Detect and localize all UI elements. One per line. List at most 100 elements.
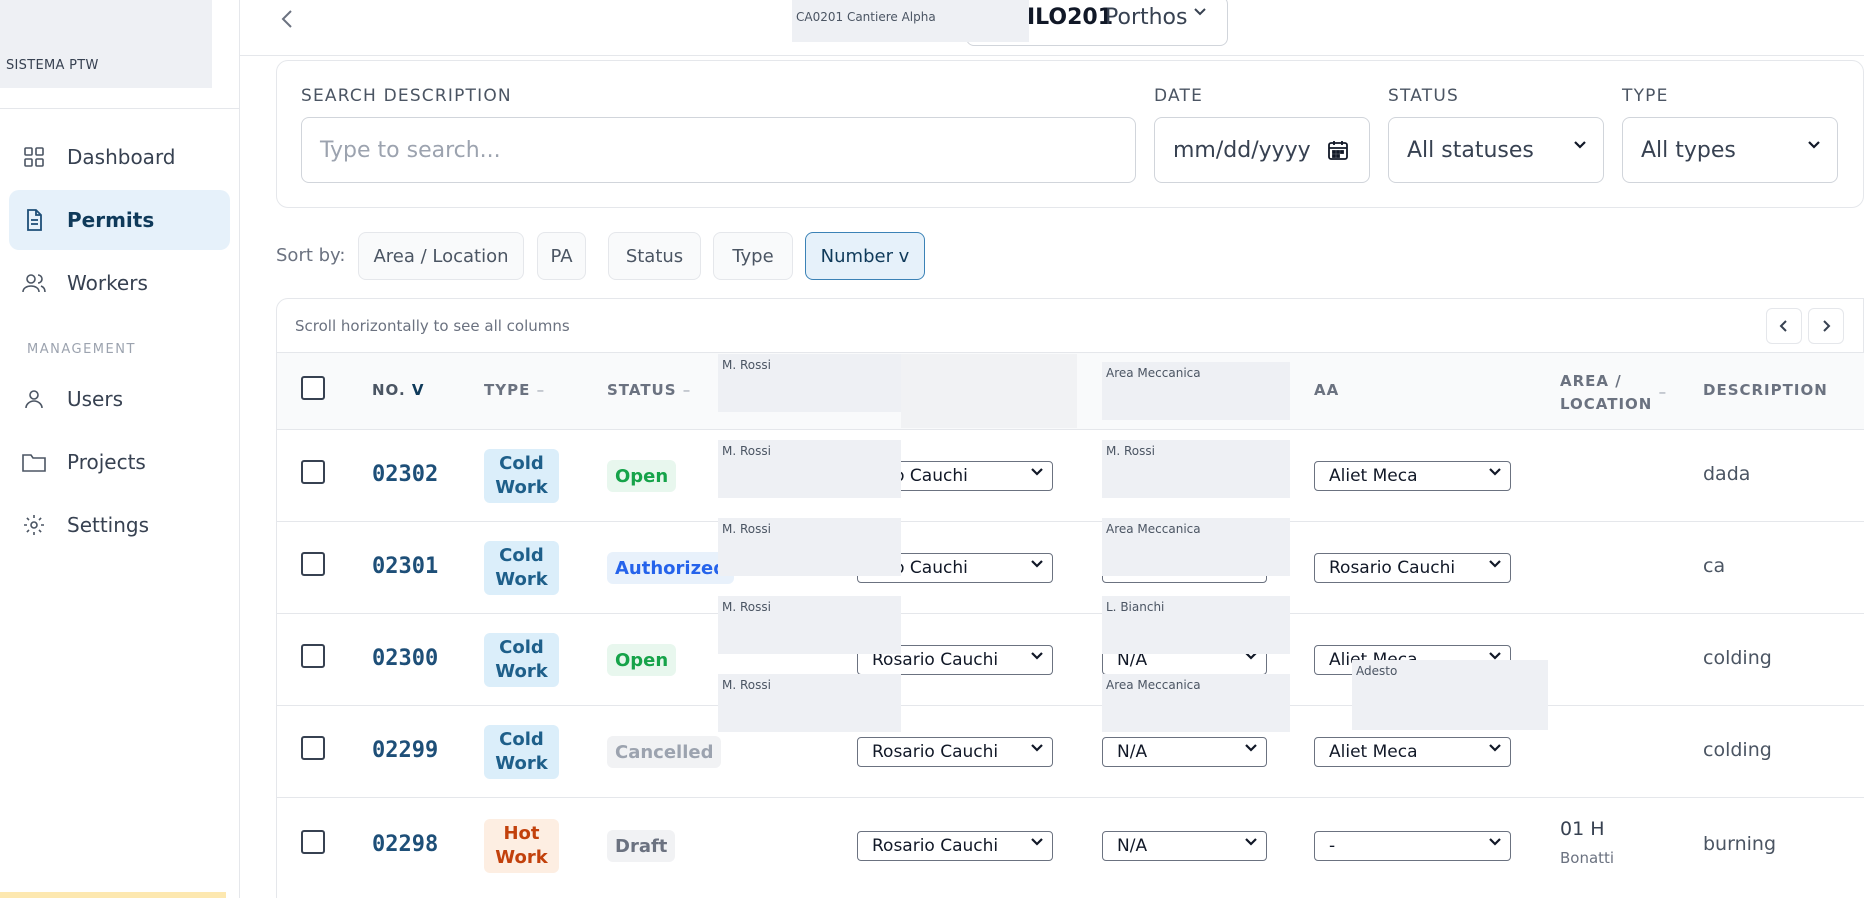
- aa-select[interactable]: Rosario Cauchi: [1314, 553, 1511, 583]
- date-field[interactable]: mm/dd/yyyy: [1154, 117, 1370, 183]
- calendar-icon[interactable]: [1327, 139, 1349, 161]
- header-type[interactable]: TYPE –: [484, 381, 545, 399]
- tooltip-overlay: M. Rossi: [1102, 440, 1290, 498]
- secondary-select-value: N/A: [1117, 650, 1148, 670]
- type-badge: Cold Work: [484, 541, 559, 595]
- status-label: STATUS: [1388, 86, 1459, 106]
- secondary-select[interactable]: N/A: [1102, 737, 1267, 767]
- row-checkbox[interactable]: [301, 736, 325, 760]
- header-status[interactable]: STATUS –: [607, 381, 691, 399]
- type-badge: Cold Work: [484, 633, 559, 687]
- sort-pa-button[interactable]: PA: [537, 232, 586, 280]
- header-area-location[interactable]: AREA / LOCATION –: [1560, 370, 1667, 416]
- status-badge: Authorized: [607, 552, 735, 584]
- secondary-select[interactable]: N/A: [1102, 831, 1267, 861]
- sort-indicator: –: [536, 381, 546, 399]
- sidebar-item-users[interactable]: Users: [9, 369, 230, 429]
- chevron-down-icon: [1030, 467, 1044, 477]
- scroll-right-button[interactable]: [1808, 308, 1844, 344]
- sidebar-item-label: Dashboard: [67, 145, 176, 169]
- type-badge: Cold Work: [484, 449, 559, 503]
- folder-icon: [21, 449, 47, 475]
- sidebar-item-permits[interactable]: Permits: [9, 190, 230, 250]
- permit-number[interactable]: 02301: [372, 554, 439, 579]
- row-checkbox[interactable]: [301, 460, 325, 484]
- aa-select[interactable]: Aliet Meca: [1314, 737, 1511, 767]
- scroll-left-button[interactable]: [1766, 308, 1802, 344]
- sidebar-item-projects[interactable]: Projects: [9, 432, 230, 492]
- search-label: SEARCH DESCRIPTION: [301, 86, 512, 106]
- permit-number[interactable]: 02302: [372, 462, 439, 487]
- tooltip-overlay: M. Rossi: [718, 596, 901, 654]
- row-checkbox[interactable]: [301, 644, 325, 668]
- area-location-cell: 01 H: [1560, 818, 1605, 840]
- users-group-icon: [21, 270, 47, 296]
- tooltip-overlay: M. Rossi: [718, 440, 901, 498]
- aa-select-value: Aliet Meca: [1329, 742, 1418, 762]
- sort-indicator: V: [411, 381, 425, 399]
- chevron-down-icon: [1030, 651, 1044, 661]
- sort-area-location-button[interactable]: Area / Location: [358, 232, 524, 280]
- pa-select-value: Rosario Cauchi: [872, 836, 999, 856]
- tooltip-overlay-shade: [901, 354, 1077, 428]
- chevron-down-icon: [1030, 559, 1044, 569]
- permit-number[interactable]: 02299: [372, 738, 439, 763]
- aa-select-value: -: [1329, 836, 1336, 856]
- description-cell: dada: [1703, 463, 1751, 485]
- status-select[interactable]: All statuses: [1388, 117, 1604, 183]
- date-value: mm/dd/yyyy: [1173, 137, 1311, 163]
- pa-select[interactable]: Rosario Cauchi: [857, 645, 1053, 675]
- project-code: ILO201: [1027, 5, 1114, 30]
- grid-icon: [21, 144, 47, 170]
- chevron-down-icon: [1488, 559, 1502, 569]
- gear-icon: [21, 512, 47, 538]
- permit-number[interactable]: 02298: [372, 832, 439, 857]
- pa-select-value: Rosario Cauchi: [872, 742, 999, 762]
- sidebar-item-workers[interactable]: Workers: [9, 253, 230, 313]
- sort-number-button[interactable]: Number v: [805, 232, 925, 280]
- header-number[interactable]: NO. V: [372, 381, 425, 399]
- type-select[interactable]: All types: [1622, 117, 1838, 183]
- tooltip-overlay: L. Bianchi: [1102, 596, 1290, 654]
- tooltip-overlay: M. Rossi: [718, 674, 901, 732]
- description-cell: ca: [1703, 555, 1726, 577]
- header-status-label: STATUS: [607, 381, 677, 399]
- type-line: Work: [495, 477, 548, 498]
- sidebar: SISTEMA PTW Dashboard Permits Workers MA…: [0, 0, 240, 898]
- sidebar-divider: [0, 108, 240, 109]
- chevron-down-icon: [1488, 837, 1502, 847]
- tooltip-overlay: M. Rossi: [718, 354, 901, 412]
- sidebar-item-label: Projects: [67, 450, 146, 474]
- pa-select-value: Rosario Cauchi: [872, 650, 999, 670]
- sidebar-item-settings[interactable]: Settings: [9, 495, 230, 555]
- header-aa: AA: [1314, 381, 1340, 399]
- description-cell: colding: [1703, 647, 1772, 669]
- chevron-down-icon: [1244, 651, 1258, 661]
- back-chevron-icon[interactable]: [276, 6, 298, 32]
- row-checkbox[interactable]: [301, 552, 325, 576]
- chevron-down-icon: [1193, 7, 1207, 17]
- sort-label: Sort by:: [276, 245, 346, 266]
- secondary-select-value: N/A: [1117, 836, 1148, 856]
- row-checkbox[interactable]: [301, 830, 325, 854]
- type-line: Work: [495, 847, 548, 868]
- aa-select[interactable]: -: [1314, 831, 1511, 861]
- sort-type-button[interactable]: Type: [713, 232, 793, 280]
- search-input[interactable]: Type to search...: [301, 117, 1136, 183]
- sort-status-button[interactable]: Status: [608, 232, 701, 280]
- header-area-line1: AREA /: [1560, 372, 1622, 390]
- type-select-value: All types: [1641, 137, 1736, 163]
- permit-number[interactable]: 02300: [372, 646, 439, 671]
- status-badge: Open: [607, 460, 677, 492]
- type-label: TYPE: [1622, 86, 1669, 106]
- brand-logo-area: SISTEMA PTW: [0, 0, 212, 88]
- pa-select[interactable]: Rosario Cauchi: [857, 831, 1053, 861]
- scroll-hint: Scroll horizontally to see all columns: [295, 317, 570, 335]
- sidebar-item-label: Workers: [67, 271, 148, 295]
- type-line: Cold: [499, 729, 544, 750]
- sidebar-item-dashboard[interactable]: Dashboard: [9, 127, 230, 187]
- select-all-checkbox[interactable]: [301, 376, 325, 400]
- project-tooltip: CA0201 Cantiere Alpha: [792, 0, 1029, 42]
- pa-select[interactable]: Rosario Cauchi: [857, 737, 1053, 767]
- aa-select[interactable]: Aliet Meca: [1314, 461, 1511, 491]
